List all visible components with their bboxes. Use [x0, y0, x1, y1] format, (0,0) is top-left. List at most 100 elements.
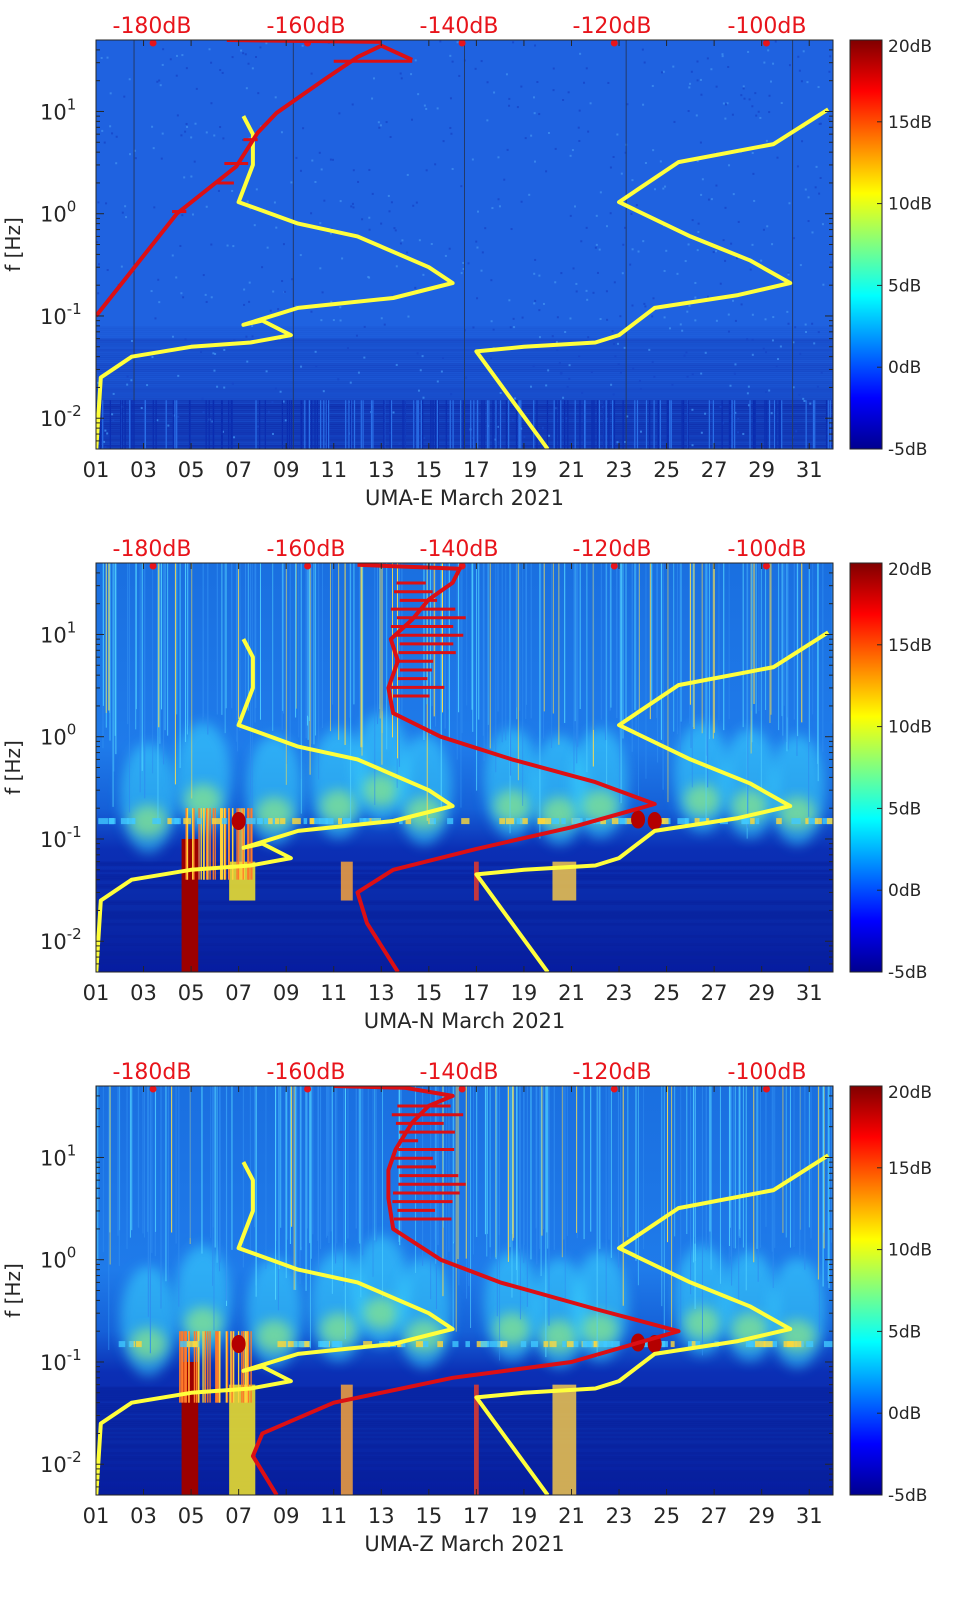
noise-speck [497, 198, 500, 201]
noise-speck [663, 316, 666, 319]
noise-speck [320, 319, 323, 322]
noise-speck [612, 393, 615, 396]
noise-speck [371, 97, 374, 100]
noise-speck [181, 214, 184, 217]
noise-speck [378, 126, 381, 129]
x-tick-label: 31 [796, 981, 823, 1005]
microseism-band [489, 1341, 501, 1348]
noise-speck [444, 254, 447, 257]
noise-speck [798, 393, 801, 396]
top-marker [304, 563, 312, 570]
microseism-band [300, 1341, 310, 1348]
noise-speck [266, 246, 269, 249]
noise-speck [283, 290, 286, 293]
noise-speck [242, 52, 245, 55]
yellow-curve [474, 1153, 830, 1495]
noise-speck [520, 200, 523, 203]
noise-speck [412, 204, 415, 207]
noise-speck [560, 372, 563, 375]
microseism-band [256, 818, 263, 825]
noise-speck [205, 131, 208, 134]
noise-speck [769, 80, 772, 83]
noise-speck [687, 243, 690, 246]
low-freq-band [96, 1402, 833, 1406]
noise-speck [768, 389, 771, 392]
noise-speck [338, 112, 341, 115]
noise-speck [724, 117, 727, 120]
noise-speck [599, 317, 602, 320]
noise-speck [556, 316, 559, 319]
noise-speck [688, 304, 691, 307]
noise-speck [246, 360, 249, 363]
noise-speck [284, 419, 287, 422]
noise-speck [161, 63, 164, 66]
x-tick-label: 13 [368, 1504, 395, 1528]
noise-speck [185, 122, 188, 125]
microseism-band [694, 818, 700, 825]
low-freq-band [96, 1472, 833, 1476]
low-freq-band [96, 1486, 833, 1490]
noise-speck [573, 205, 576, 208]
x-tick-label: 09 [273, 458, 300, 482]
noise-speck [473, 445, 476, 448]
noise-speck [751, 338, 754, 341]
noise-speck [671, 383, 674, 386]
noise-speck [776, 156, 779, 159]
noise-speck [631, 179, 634, 182]
microseism-band [499, 818, 506, 825]
hot-spot [231, 1334, 246, 1353]
x-tick-label: 13 [368, 981, 395, 1005]
noise-speck [562, 396, 565, 399]
noise-speck [310, 212, 313, 215]
y-tick-label: 100 [40, 198, 76, 227]
microseism-band [363, 818, 367, 825]
noise-speck [596, 271, 599, 274]
noise-speck [737, 418, 740, 421]
noise-speck [130, 339, 133, 342]
microseism-band [293, 1341, 305, 1348]
noise-speck [696, 79, 699, 82]
noise-speck [803, 399, 806, 402]
low-freq-band [96, 877, 833, 881]
top-marker [610, 40, 618, 47]
noise-speck [751, 243, 754, 246]
x-tick-label: 11 [320, 458, 347, 482]
noise-speck [643, 61, 646, 64]
noise-speck [213, 134, 216, 137]
noise-speck [617, 342, 620, 345]
noise-speck [194, 122, 197, 125]
microseism-band [310, 818, 315, 825]
x-tick-label: 07 [225, 981, 252, 1005]
noise-speck [509, 326, 512, 329]
x-tick-label: 05 [178, 1504, 205, 1528]
noise-speck [407, 315, 410, 318]
noise-speck [706, 295, 709, 298]
noise-speck [765, 139, 768, 142]
noise-speck [392, 411, 395, 414]
noise-speck [481, 251, 484, 254]
noise-speck [248, 281, 251, 284]
noise-speck [440, 370, 443, 373]
noise-speck [146, 384, 149, 387]
low-freq-band [96, 884, 833, 887]
noise-speck [751, 105, 754, 108]
noise-speck [290, 181, 293, 184]
low-freq-band [96, 1398, 833, 1402]
noise-speck [819, 122, 822, 125]
noise-speck [740, 94, 743, 97]
noise-speck [450, 132, 453, 135]
noise-speck [496, 425, 499, 428]
noise-speck [231, 382, 234, 385]
noise-speck [696, 159, 699, 162]
noise-speck [379, 124, 382, 127]
top-db-label: -180dB [113, 14, 192, 39]
noise-speck [510, 228, 513, 231]
noise-speck [214, 352, 217, 355]
noise-speck [282, 243, 285, 246]
noise-speck [373, 77, 376, 80]
top-db-label: -140dB [420, 1060, 499, 1085]
noise-speck [554, 340, 557, 343]
noise-speck [177, 415, 180, 418]
noise-speck [245, 335, 248, 338]
noise-speck [212, 352, 215, 355]
